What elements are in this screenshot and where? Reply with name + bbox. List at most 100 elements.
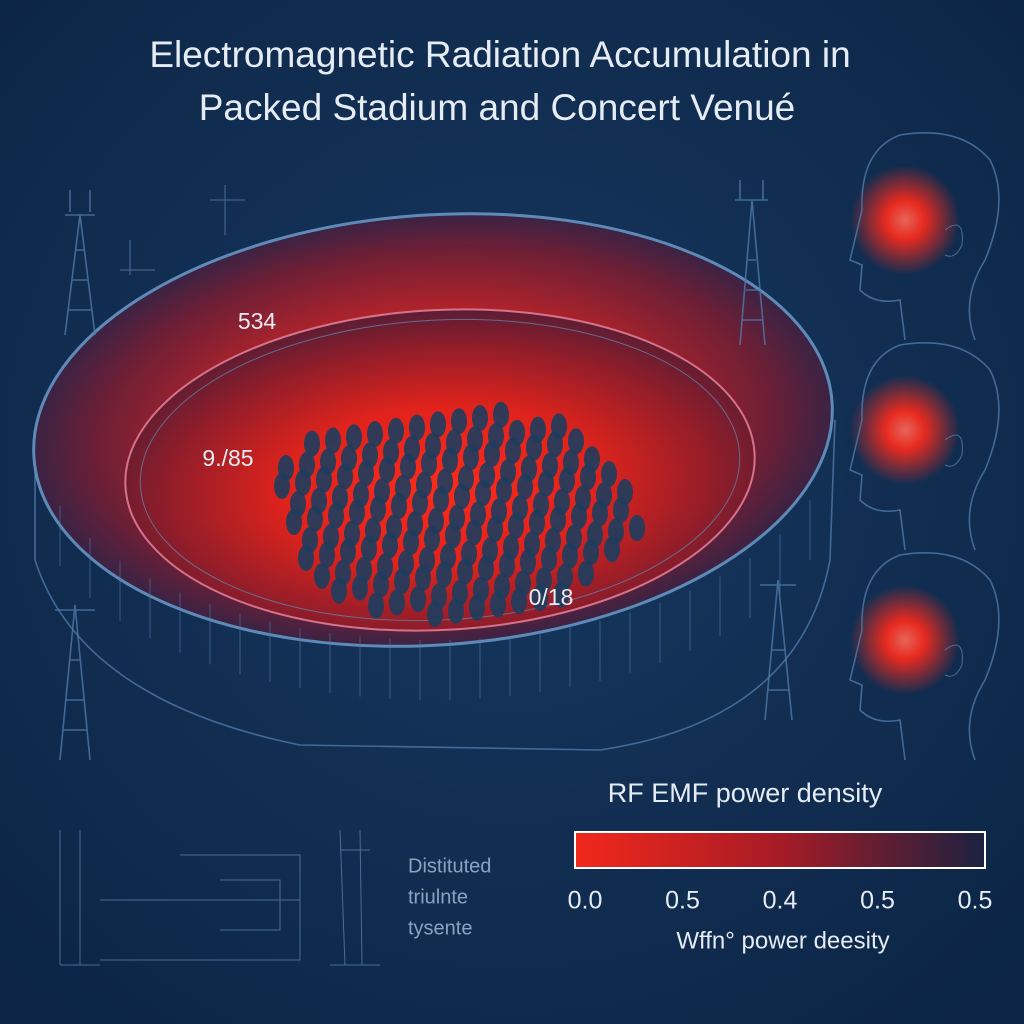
color-bar-tick-label: 0.5 — [665, 887, 700, 915]
person — [448, 597, 464, 624]
person — [529, 509, 545, 536]
person — [496, 477, 512, 503]
person — [517, 473, 533, 500]
person — [415, 565, 431, 591]
person — [358, 460, 374, 487]
sketch-machinery — [59, 829, 380, 966]
person — [493, 401, 509, 428]
person — [367, 421, 383, 447]
side-note: tysente — [408, 917, 472, 939]
radiation-glow — [850, 375, 960, 485]
person — [286, 509, 302, 535]
color-bar-tick-label: 0.5 — [958, 887, 993, 915]
person — [562, 542, 578, 569]
person — [466, 519, 482, 546]
person — [451, 408, 467, 435]
person — [382, 532, 398, 559]
person — [457, 558, 473, 585]
side-note: triulnte — [408, 886, 468, 908]
person — [373, 571, 389, 598]
person — [424, 525, 440, 552]
person — [463, 444, 479, 471]
person — [571, 503, 587, 530]
person — [337, 463, 353, 490]
ear — [944, 434, 963, 467]
person — [508, 513, 524, 539]
person — [298, 545, 314, 571]
person — [487, 516, 503, 543]
head-outline — [849, 552, 1000, 761]
person — [319, 541, 335, 568]
heads — [849, 132, 1000, 761]
person — [409, 414, 425, 441]
person — [601, 461, 617, 487]
person — [379, 457, 395, 483]
person — [629, 515, 645, 541]
person — [389, 589, 405, 616]
ear — [944, 224, 963, 257]
person — [391, 493, 407, 519]
legend-axis-label: Wffn° power deesity — [676, 927, 889, 954]
color-bar-tick-label: 0.5 — [860, 887, 895, 915]
head-outline — [849, 342, 1000, 551]
head-outline — [849, 132, 1000, 341]
person — [410, 586, 426, 613]
color-bar — [574, 831, 986, 869]
stadium-wall — [34, 419, 836, 751]
person — [427, 601, 443, 627]
person — [520, 549, 536, 575]
person — [436, 561, 452, 588]
person — [368, 592, 384, 619]
person — [472, 405, 488, 431]
person — [340, 538, 356, 565]
person — [394, 568, 410, 595]
person — [421, 450, 437, 477]
person — [538, 470, 554, 497]
field-line — [139, 318, 741, 622]
color-bar-ticks: 0.0 0.5 0.4 0.5 0.5 — [568, 887, 993, 915]
person — [352, 574, 368, 601]
person — [578, 560, 594, 587]
person — [307, 505, 323, 532]
person — [604, 536, 620, 563]
towers — [55, 180, 796, 761]
person — [541, 545, 557, 572]
person — [547, 431, 563, 458]
person — [613, 497, 629, 523]
person — [388, 417, 404, 444]
wall-ribs — [59, 500, 811, 700]
person — [370, 496, 386, 523]
person — [469, 594, 485, 621]
person — [484, 441, 500, 467]
side-note: Distituted — [408, 855, 491, 877]
person — [532, 585, 548, 611]
color-bar-tick-label: 0.4 — [763, 887, 798, 915]
person — [568, 428, 584, 455]
stadium-label: 0/18 — [529, 584, 574, 610]
person — [331, 577, 347, 604]
person — [274, 473, 290, 499]
person — [349, 499, 365, 526]
person — [445, 522, 461, 549]
person — [328, 502, 344, 529]
person — [442, 447, 458, 474]
person — [325, 427, 341, 454]
ear — [944, 644, 963, 677]
person — [478, 555, 494, 582]
color-bar-tick-label: 0.0 — [568, 887, 603, 915]
person — [361, 535, 377, 562]
radiation-glow — [850, 165, 960, 275]
person — [454, 483, 470, 510]
person — [592, 500, 608, 527]
person — [430, 411, 446, 438]
person — [403, 529, 419, 555]
person — [400, 453, 416, 480]
person — [316, 466, 332, 493]
person — [511, 588, 527, 615]
person — [559, 467, 575, 494]
person — [433, 486, 449, 513]
title-line: Packed Stadium and Concert Venué — [199, 87, 796, 128]
person — [475, 480, 491, 507]
person — [346, 424, 362, 451]
